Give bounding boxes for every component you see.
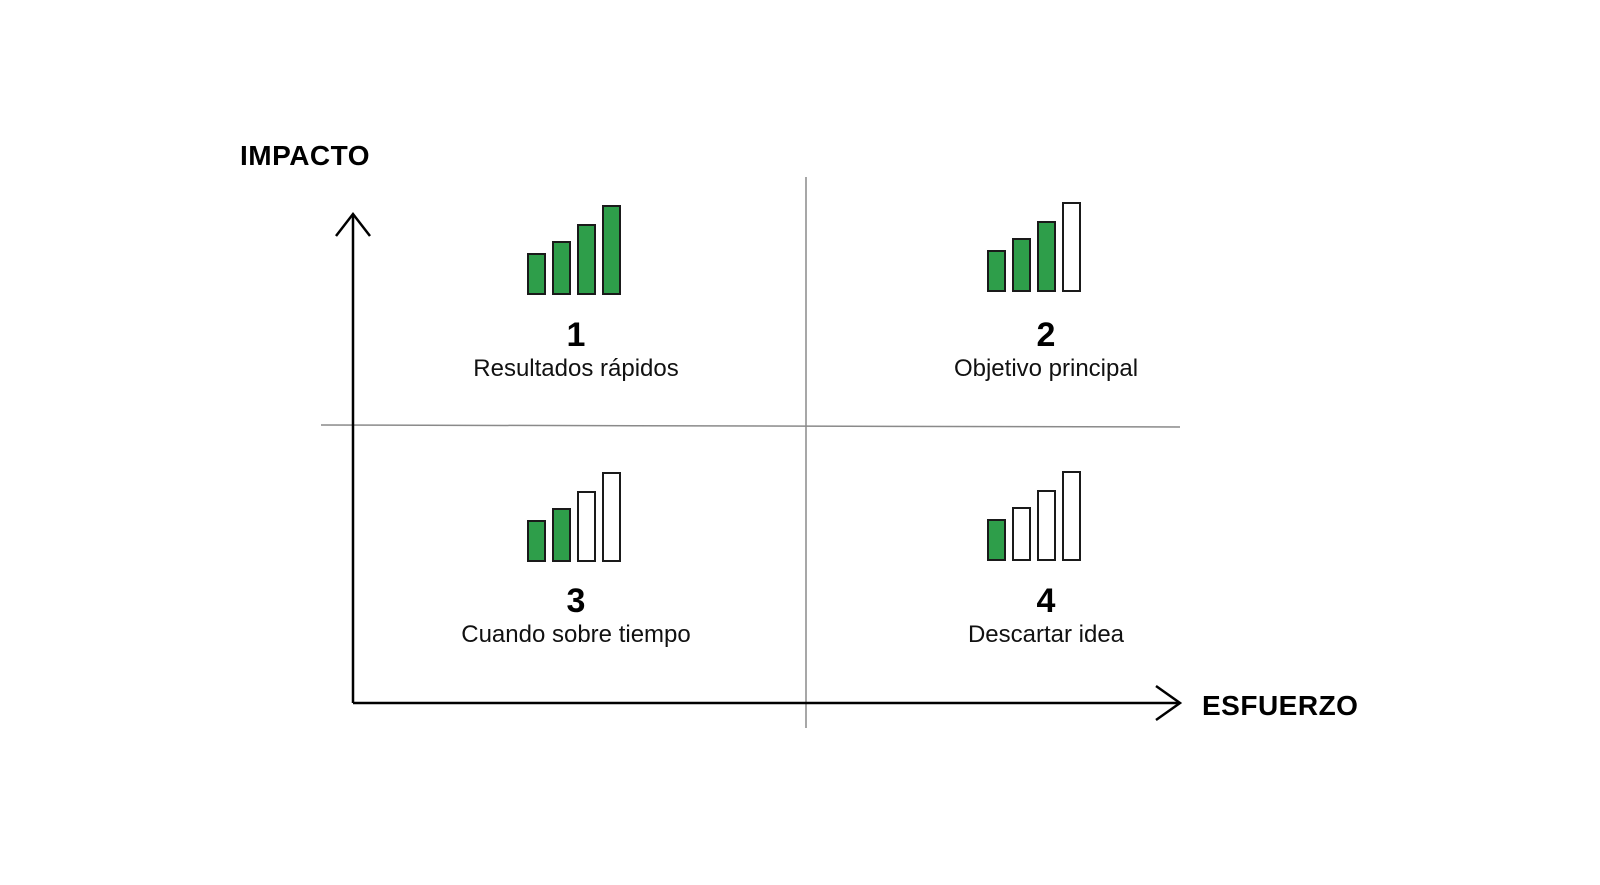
empty-bar bbox=[602, 472, 621, 562]
y-axis-arrowhead bbox=[335, 211, 371, 237]
filled-bar bbox=[1012, 238, 1031, 292]
quadrant-number: 1 bbox=[566, 316, 586, 354]
empty-bar bbox=[1037, 490, 1056, 561]
quadrant-number: 3 bbox=[566, 582, 586, 620]
horizontal-divider bbox=[320, 424, 1181, 428]
signal-strength-icon-q3 bbox=[527, 472, 621, 562]
y-axis-label: IMPACTO bbox=[240, 140, 371, 171]
filled-bar bbox=[552, 241, 571, 295]
filled-bar bbox=[987, 519, 1006, 561]
filled-bar bbox=[577, 224, 596, 295]
filled-bar bbox=[987, 250, 1006, 292]
filled-bar bbox=[552, 508, 571, 562]
filled-bar bbox=[527, 253, 546, 295]
empty-bar bbox=[577, 491, 596, 562]
quadrant-spare-time: 3 Cuando sobre tiempo bbox=[356, 582, 796, 650]
filled-bar bbox=[602, 205, 621, 295]
quadrant-quick-wins: 1 Resultados rápidos bbox=[356, 316, 796, 384]
empty-bar bbox=[1062, 471, 1081, 561]
filled-bar bbox=[1037, 221, 1056, 292]
signal-strength-icon-q2 bbox=[987, 202, 1081, 292]
signal-strength-icon-q4 bbox=[987, 471, 1081, 561]
quadrant-number: 4 bbox=[1036, 582, 1056, 620]
empty-bar bbox=[1062, 202, 1081, 292]
x-axis-arrowhead bbox=[1155, 684, 1183, 722]
quadrant-label: Descartar idea bbox=[967, 621, 1125, 648]
quadrant-label: Resultados rápidos bbox=[473, 355, 679, 382]
quadrant-label: Objetivo principal bbox=[953, 355, 1139, 382]
quadrant-label: Cuando sobre tiempo bbox=[461, 621, 691, 648]
quadrant-discard-idea: 4 Descartar idea bbox=[826, 582, 1266, 650]
filled-bar bbox=[527, 520, 546, 562]
empty-bar bbox=[1012, 507, 1031, 561]
x-axis-label: ESFUERZO bbox=[1202, 690, 1359, 721]
quadrant-main-objective: 2 Objetivo principal bbox=[826, 316, 1266, 384]
quadrant-number: 2 bbox=[1036, 316, 1056, 354]
signal-strength-icon-q1 bbox=[527, 205, 621, 295]
